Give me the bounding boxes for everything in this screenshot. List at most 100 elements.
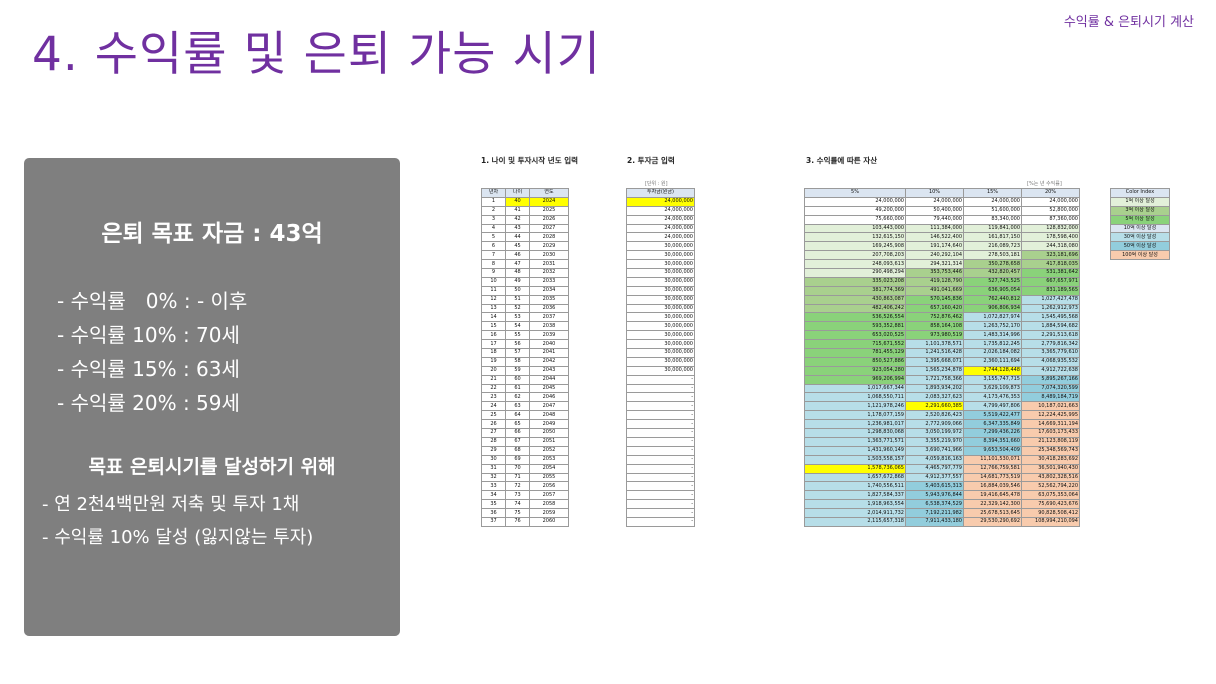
table-row: 24 63 2047 bbox=[481, 401, 569, 412]
age-cell: 65 bbox=[505, 419, 530, 430]
table-row: 6 45 2029 bbox=[481, 241, 569, 252]
investment-cell: 30,000,000 bbox=[626, 348, 695, 358]
asset-value-cell: 119,841,000 bbox=[963, 223, 1022, 234]
table-row: 12 51 2035 bbox=[481, 294, 569, 305]
age-cell: 46 bbox=[505, 250, 530, 261]
age-cell: 49 bbox=[505, 276, 530, 287]
age-cell: 57 bbox=[505, 348, 530, 358]
legend-item: 30억 이상 달성 bbox=[1110, 232, 1170, 243]
year-cell: 2053 bbox=[529, 454, 569, 465]
year-cell: 2032 bbox=[529, 268, 569, 278]
investment-cell: - bbox=[626, 436, 695, 447]
asset-value-cell: 482,406,242 bbox=[804, 303, 906, 314]
corner-label: 수익률 & 은퇴시기 계산 bbox=[1063, 15, 1194, 30]
asset-value-cell: 667,657,971 bbox=[1021, 276, 1080, 287]
table-row: 30,000,000 bbox=[626, 348, 695, 358]
investment-cell: 30,000,000 bbox=[626, 339, 695, 350]
asset-value-cell: 50,400,000 bbox=[905, 205, 964, 216]
age-cell: 44 bbox=[505, 232, 530, 243]
investment-cell: 30,000,000 bbox=[626, 303, 695, 314]
age-cell: 69 bbox=[505, 454, 530, 465]
year-index-cell: 33 bbox=[481, 481, 506, 492]
table-row: 30,000,000 bbox=[626, 294, 695, 305]
asset-value-cell: 1,740,556,511 bbox=[804, 481, 906, 492]
asset-value-cell: 51,600,000 bbox=[963, 205, 1022, 216]
asset-value-cell: 14,681,773,519 bbox=[963, 472, 1022, 483]
asset-value-cell: 4,912,722,638 bbox=[1021, 365, 1080, 376]
asset-value-cell: 1,363,771,571 bbox=[804, 436, 906, 447]
investment-cell: 24,000,000 bbox=[626, 205, 695, 216]
legend-item: 1억 이상 달성 bbox=[1110, 196, 1170, 207]
asset-value-cell: 653,020,525 bbox=[804, 330, 906, 341]
year-cell: 2036 bbox=[529, 303, 569, 314]
table-row: 24,000,000 bbox=[626, 214, 695, 225]
table-row: 10 49 2033 bbox=[481, 276, 569, 287]
table-row: - bbox=[626, 445, 695, 456]
table-row: 248,093,613 294,321,314 350,278,658 417,818… bbox=[804, 259, 1080, 270]
investment-table: 투자금(원금) 24,000,000 24,000,000 24,000,000 24,… bbox=[626, 188, 695, 527]
investment-cell: - bbox=[626, 401, 695, 412]
asset-value-cell: 2,779,816,342 bbox=[1021, 339, 1080, 350]
asset-value-cell: 5,519,422,477 bbox=[963, 410, 1022, 421]
asset-value-cell: 30,418,283,692 bbox=[1021, 454, 1080, 465]
table-row: - bbox=[626, 419, 695, 430]
year-index-cell: 36 bbox=[481, 508, 506, 518]
asset-value-cell: 22,329,142,300 bbox=[963, 499, 1022, 510]
table-row: - bbox=[626, 383, 695, 394]
asset-value-cell: 169,245,908 bbox=[804, 241, 906, 252]
investment-cell: - bbox=[626, 374, 695, 385]
year-index-cell: 9 bbox=[481, 268, 506, 278]
asset-value-cell: 1,298,830,068 bbox=[804, 428, 906, 438]
age-cell: 48 bbox=[505, 268, 530, 278]
table-row: 24,000,000 bbox=[626, 196, 695, 207]
asset-value-cell: 3,050,199,972 bbox=[905, 428, 964, 438]
asset-value-cell: 5,943,976,844 bbox=[905, 490, 964, 501]
year-cell: 2039 bbox=[529, 330, 569, 341]
year-cell: 2030 bbox=[529, 250, 569, 261]
investment-cell: - bbox=[626, 508, 695, 518]
year-index-cell: 8 bbox=[481, 259, 506, 270]
asset-value-cell: 2,115,657,318 bbox=[804, 516, 906, 527]
year-index-cell: 29 bbox=[481, 445, 506, 456]
investment-cell: 30,000,000 bbox=[626, 294, 695, 305]
age-cell: 41 bbox=[505, 205, 530, 216]
asset-value-cell: 4,059,816,163 bbox=[905, 454, 964, 465]
table-row: - bbox=[626, 472, 695, 483]
column-header: 5% bbox=[804, 188, 906, 198]
legend-title: Color Index bbox=[1110, 188, 1170, 198]
panel-subtitle: 목표 은퇴시기를 달성하기 위해 bbox=[88, 456, 336, 478]
asset-value-cell: 24,000,000 bbox=[1021, 196, 1080, 207]
year-cell: 2046 bbox=[529, 392, 569, 403]
legend-row: 50억 이상 달성 bbox=[1110, 241, 1170, 252]
table-row: 35 74 2058 bbox=[481, 499, 569, 510]
step-item: - 수익률 10% 달성 (잃지않는 투자) bbox=[42, 527, 314, 548]
legend-item: 3억 이상 달성 bbox=[1110, 205, 1170, 216]
table-row: 1,740,556,511 5,403,615,313 16,884,039,546… bbox=[804, 481, 1080, 492]
year-index-cell: 16 bbox=[481, 330, 506, 341]
asset-value-cell: 6,538,374,529 bbox=[905, 499, 964, 510]
asset-value-cell: 1,072,827,974 bbox=[963, 312, 1022, 323]
year-index-cell: 35 bbox=[481, 499, 506, 510]
investment-cell: 30,000,000 bbox=[626, 365, 695, 376]
table-row: 23 62 2046 bbox=[481, 392, 569, 403]
asset-value-cell: 7,911,433,180 bbox=[905, 516, 964, 527]
year-index-cell: 4 bbox=[481, 223, 506, 234]
asset-value-cell: 24,000,000 bbox=[963, 196, 1022, 207]
investment-cell: 30,000,000 bbox=[626, 259, 695, 270]
table-row: 1,121,978,246 2,291,660,385 4,799,497,806 1… bbox=[804, 401, 1080, 412]
age-cell: 45 bbox=[505, 241, 530, 252]
year-cell: 2026 bbox=[529, 214, 569, 225]
asset-value-cell: 2,520,826,423 bbox=[905, 410, 964, 421]
table-row: 22 61 2045 bbox=[481, 383, 569, 394]
asset-value-cell: 24,000,000 bbox=[905, 196, 964, 207]
legend-item: 50억 이상 달성 bbox=[1110, 241, 1170, 252]
age-cell: 55 bbox=[505, 330, 530, 341]
asset-value-cell: 1,068,550,711 bbox=[804, 392, 906, 403]
asset-value-cell: 1,263,752,170 bbox=[963, 321, 1022, 332]
investment-cell: 30,000,000 bbox=[626, 330, 695, 341]
investment-cell: - bbox=[626, 410, 695, 421]
year-index-cell: 1 bbox=[481, 196, 506, 207]
asset-value-cell: 240,292,104 bbox=[905, 250, 964, 261]
investment-cell: 30,000,000 bbox=[626, 250, 695, 261]
table-row: 290,498,294 353,753,446 432,820,457 531,381… bbox=[804, 268, 1080, 278]
